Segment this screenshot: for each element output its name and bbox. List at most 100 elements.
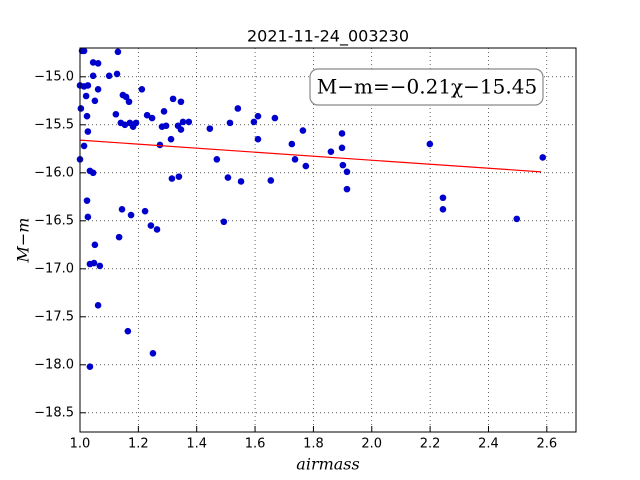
point [121, 121, 129, 129]
y-tick-label: −16.5 [34, 213, 74, 228]
y-tick-label: −18.5 [34, 405, 74, 420]
point [226, 119, 234, 127]
y-tick-label: −15.0 [34, 69, 74, 84]
point [206, 125, 214, 132]
point [267, 177, 275, 184]
point [291, 156, 299, 163]
point [426, 140, 434, 148]
x-tick-label: 1.6 [245, 437, 266, 452]
point [83, 112, 91, 120]
point [156, 141, 164, 149]
point [271, 114, 279, 122]
point [175, 173, 183, 180]
point [91, 241, 99, 249]
y-tick-label: −17.0 [34, 261, 74, 276]
x-tick-label: 1.0 [70, 437, 91, 452]
point [118, 205, 126, 213]
point [539, 154, 547, 161]
x-tick-label: 1.4 [186, 437, 207, 452]
plot-frame [79, 47, 577, 433]
point [80, 47, 88, 55]
point [327, 148, 335, 155]
point [168, 175, 176, 182]
point [112, 110, 120, 118]
point [83, 197, 91, 204]
point [122, 93, 130, 101]
point [96, 262, 104, 270]
x-tick-label: 2.2 [420, 437, 441, 452]
point [89, 72, 97, 80]
point [234, 105, 242, 112]
point [177, 98, 185, 106]
point [105, 72, 113, 80]
point [114, 48, 122, 56]
point [302, 162, 310, 170]
x-tick-label: 2.4 [478, 437, 499, 452]
x-tick-label: 2.0 [361, 437, 382, 452]
annotation-box [309, 68, 544, 106]
point [115, 233, 123, 241]
point [124, 327, 132, 335]
point [149, 349, 157, 357]
point [254, 135, 262, 143]
point [185, 118, 193, 126]
point [254, 112, 262, 120]
point [162, 122, 170, 130]
point [84, 82, 92, 89]
point [80, 142, 88, 150]
point [288, 140, 296, 148]
point [339, 161, 347, 169]
annotation: M−m=−0.21χ−15.45 [317, 75, 537, 99]
point [90, 259, 98, 267]
point [89, 169, 97, 177]
x-axis-label: airmass [296, 455, 359, 474]
point [213, 156, 221, 163]
y-tick-label: −16.0 [34, 165, 74, 180]
point [89, 59, 97, 66]
point [132, 119, 140, 127]
chart-title: 2021-11-24_003230 [247, 27, 409, 47]
point [125, 98, 133, 106]
point [169, 95, 177, 103]
point [94, 301, 102, 309]
point [84, 128, 92, 135]
point [147, 222, 155, 229]
point [84, 213, 92, 221]
point [113, 70, 121, 78]
point [138, 85, 146, 93]
point [250, 118, 258, 126]
point [143, 111, 151, 119]
x-tick-label: 1.2 [128, 437, 149, 452]
point [82, 92, 90, 100]
point [141, 207, 149, 215]
point [224, 174, 232, 181]
point [513, 215, 521, 223]
x-tick-label: 1.8 [303, 437, 324, 452]
point [77, 105, 85, 112]
point [91, 97, 99, 105]
x-tick-label: 2.6 [536, 437, 557, 452]
point [220, 218, 228, 226]
point [177, 126, 185, 133]
point [338, 130, 346, 137]
point [343, 185, 351, 193]
point [127, 211, 135, 219]
point [338, 144, 346, 152]
point [179, 118, 187, 126]
y-tick-label: −17.5 [34, 309, 74, 324]
point [439, 194, 447, 202]
y-tick-label: −15.5 [34, 117, 74, 132]
point [343, 168, 351, 176]
point [94, 60, 102, 67]
point [299, 127, 307, 134]
fit-line [79, 139, 542, 173]
point [439, 205, 447, 213]
point [86, 363, 94, 371]
point [160, 108, 168, 115]
y-axis-label: M−m [14, 218, 33, 264]
point [153, 226, 161, 233]
point [167, 135, 175, 143]
point [94, 85, 102, 93]
